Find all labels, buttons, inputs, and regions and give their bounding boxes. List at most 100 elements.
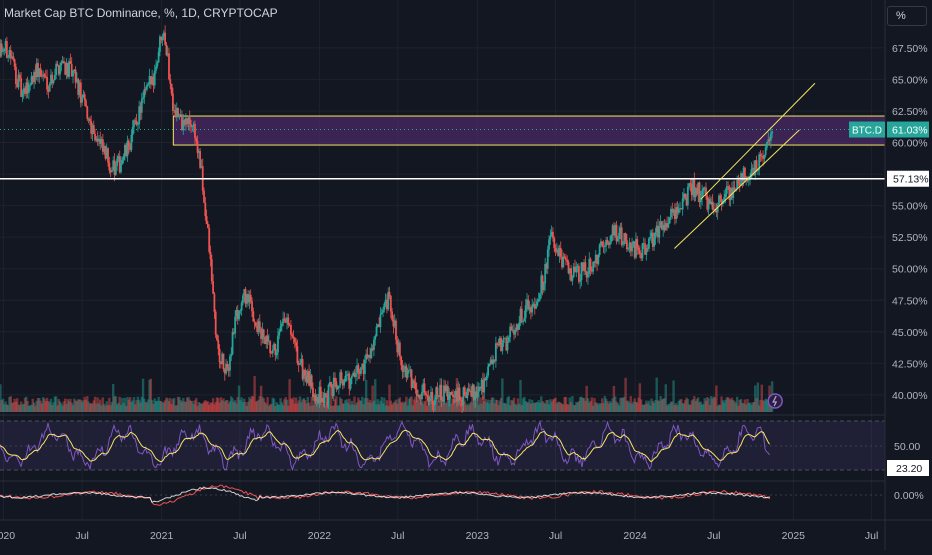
candle-body [255, 322, 257, 326]
candle-body [719, 196, 721, 199]
candle-body [22, 92, 24, 97]
candle-body [564, 257, 566, 259]
candle-body [592, 262, 594, 272]
candle-body [440, 385, 442, 401]
candle-body [687, 187, 689, 206]
candle-body [123, 156, 125, 160]
candle-body [156, 62, 158, 66]
candle-body [726, 186, 728, 194]
candle-body [158, 52, 160, 63]
candle-body [345, 376, 347, 382]
candle-body [415, 383, 417, 389]
candle-body [121, 160, 123, 164]
candle-body [390, 296, 392, 312]
candle-body [164, 33, 166, 45]
candle-body [242, 295, 244, 303]
candle-body [178, 115, 180, 117]
candle-body [618, 233, 620, 239]
candle-body [41, 76, 43, 77]
candle-body [636, 239, 638, 247]
candle-body [213, 294, 215, 312]
candle-body [538, 299, 540, 301]
candle-body [508, 337, 510, 341]
y-tick-label: 42.50% [892, 358, 928, 370]
candle-body [514, 330, 516, 334]
candle-body [294, 338, 296, 342]
candle-body [374, 336, 376, 340]
candle-body [195, 138, 197, 141]
candle-body [639, 250, 641, 254]
candle-body [107, 148, 109, 162]
candle-body [14, 59, 16, 67]
time-axis[interactable]: 2020Jul2021Jul2022Jul2023Jul2024Jul2025J… [0, 530, 878, 542]
candle-body [560, 248, 562, 257]
candle-body [254, 322, 256, 323]
candle-body [299, 363, 301, 364]
x-tick-label: 2022 [308, 530, 332, 542]
candle-body [725, 194, 727, 197]
candle-body [607, 240, 609, 243]
candle-body [210, 252, 212, 259]
candle-body [566, 260, 568, 262]
candle-body [12, 56, 14, 59]
candle-body [162, 37, 164, 40]
candle-body [108, 163, 110, 171]
candle-body [355, 373, 357, 376]
candle-body [70, 61, 72, 64]
candle-body [587, 274, 589, 278]
candle-body [655, 232, 657, 238]
candle-body [426, 395, 428, 397]
candle-body [539, 293, 541, 299]
candle-body [667, 223, 669, 227]
candle-body [669, 217, 671, 223]
y-tick-label: 52.50% [892, 232, 928, 244]
candle-body [311, 375, 313, 387]
candle-body [771, 131, 773, 133]
candle-body [252, 311, 254, 321]
candle-body [60, 63, 62, 65]
rsi-pane [0, 415, 885, 470]
candle-body [548, 239, 550, 249]
candle-body [281, 324, 283, 327]
candle-body [219, 349, 221, 362]
osc-tick-label: 0.00% [894, 490, 924, 502]
candle-body [518, 323, 520, 330]
candle-body [507, 342, 509, 351]
candle-body [621, 227, 623, 244]
candle-body [459, 388, 461, 400]
candle-body [171, 84, 173, 94]
candle-body [531, 305, 533, 312]
candle-body [297, 346, 299, 363]
candle-body [325, 393, 327, 395]
candle-body [645, 248, 647, 254]
candle-body [610, 235, 612, 242]
candle-body [197, 141, 199, 153]
y-tick-label: 47.50% [892, 295, 928, 307]
lightning-alert-icon [768, 394, 782, 408]
candle-body [648, 238, 650, 248]
candle-body [712, 201, 714, 209]
candle-body [597, 255, 599, 264]
candle-body [128, 141, 130, 147]
candle-body [136, 121, 138, 125]
candle-body [330, 382, 332, 387]
candle-body [381, 313, 383, 315]
candle-body [199, 151, 201, 168]
candle-body [524, 318, 526, 322]
candle-body [154, 71, 156, 86]
y-tick-label: 65.00% [892, 74, 928, 86]
candle-body [535, 305, 537, 308]
candle-body [638, 248, 640, 251]
candle-body [304, 370, 306, 376]
unit-toggle-button[interactable]: % [887, 6, 927, 26]
candle-body [357, 365, 359, 372]
oscillator-pane [0, 481, 932, 520]
candle-body [44, 74, 46, 76]
candle-body [346, 375, 348, 376]
candle-body [437, 387, 439, 396]
support-price-label: 57.13% [893, 174, 929, 186]
candle-body [552, 232, 554, 238]
y-tick-label: 67.50% [892, 43, 928, 55]
